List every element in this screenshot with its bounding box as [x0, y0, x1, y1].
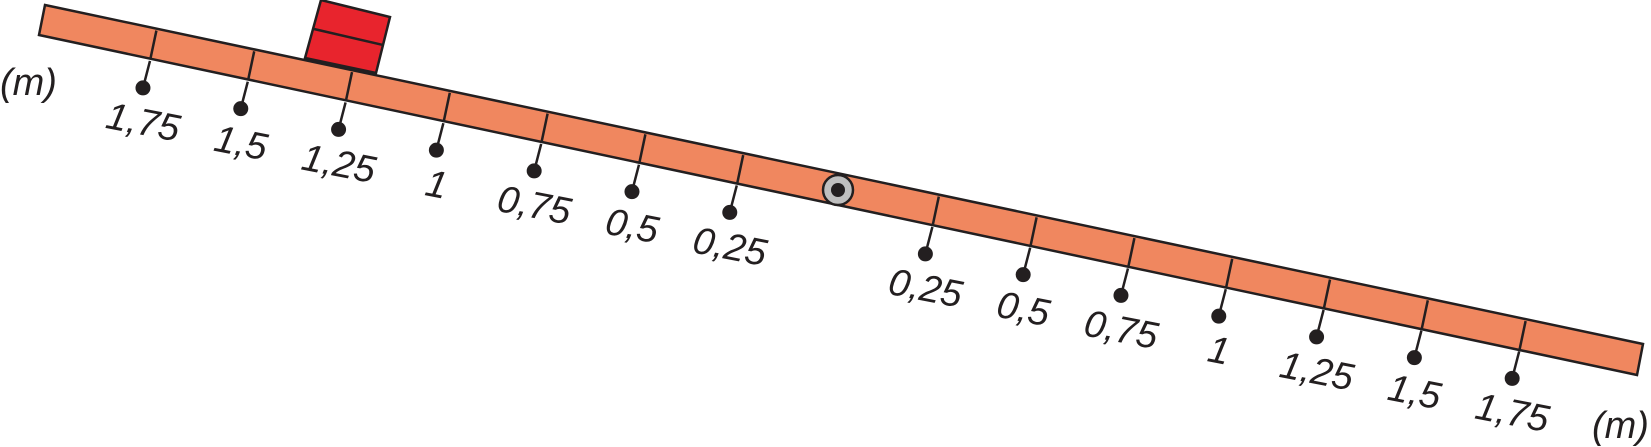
beam-divider-left-3 [539, 113, 549, 145]
beam-segment-dividers [148, 30, 1527, 352]
tick-label-right-7: 1,75 [1472, 386, 1553, 442]
beam-divider-left-6 [246, 51, 256, 82]
weight-block [303, 0, 392, 75]
beam-divider-right-3 [1126, 237, 1136, 269]
unit-label-right: (m) [1592, 405, 1649, 447]
tick-markers [135, 60, 1521, 386]
beam-divider-right-7 [1517, 320, 1527, 352]
tick-dot-right-1 [917, 246, 933, 262]
tick-dot-left-7 [135, 80, 151, 96]
tick-label-right-1: 0,25 [885, 261, 966, 317]
beam-divider-right-4 [1224, 258, 1234, 290]
tick-label-left-5: 1,25 [298, 137, 379, 193]
tick-label-left-1: 0,25 [689, 220, 770, 276]
beam-divider-left-4 [442, 92, 452, 124]
pivot-center [831, 183, 845, 197]
tick-dot-right-5 [1309, 329, 1325, 345]
tick-dot-right-4 [1211, 308, 1227, 324]
tick-dot-left-4 [428, 142, 444, 158]
tick-dot-left-3 [526, 163, 542, 179]
tick-label-left-3: 0,75 [494, 178, 575, 234]
tick-labels: 0,25 0,5 0,75 1 1,25 1,5 1,75 0,25 0,5 0,75 1 1,25 1… [103, 95, 1554, 441]
tick-label-right-5: 1,25 [1276, 344, 1357, 400]
beam-divider-left-1 [735, 154, 745, 186]
tick-dot-right-2 [1015, 267, 1031, 283]
tick-dot-right-6 [1406, 350, 1422, 366]
beam-divider-right-5 [1322, 279, 1332, 311]
beam-divider-left-7 [148, 30, 158, 62]
tick-dot-right-7 [1504, 370, 1520, 386]
beam-divider-right-1 [931, 196, 941, 228]
beam-divider-left-2 [637, 134, 647, 165]
tick-label-right-3: 0,75 [1081, 303, 1162, 359]
beam-divider-right-6 [1420, 300, 1430, 331]
tick-label-right-4: 1 [1204, 329, 1233, 374]
tick-label-left-7: 1,75 [103, 95, 184, 151]
tick-dot-left-5 [331, 121, 347, 137]
pivot-icon [821, 173, 855, 207]
beam-divider-left-5 [344, 71, 354, 103]
unit-label-left: (m) [0, 62, 57, 104]
tick-dot-right-3 [1113, 287, 1129, 303]
beam-divider-right-2 [1028, 217, 1038, 248]
tick-label-left-2: 0,5 [602, 201, 663, 252]
tick-label-left-6: 1,5 [211, 118, 272, 169]
tick-dot-left-6 [233, 101, 249, 117]
tick-label-left-4: 1 [422, 163, 451, 208]
tick-dot-left-1 [722, 204, 738, 220]
tick-label-right-6: 1,5 [1384, 367, 1445, 418]
tick-label-right-2: 0,5 [993, 284, 1054, 335]
weight-divider [313, 27, 384, 47]
tick-dot-left-2 [624, 184, 640, 200]
